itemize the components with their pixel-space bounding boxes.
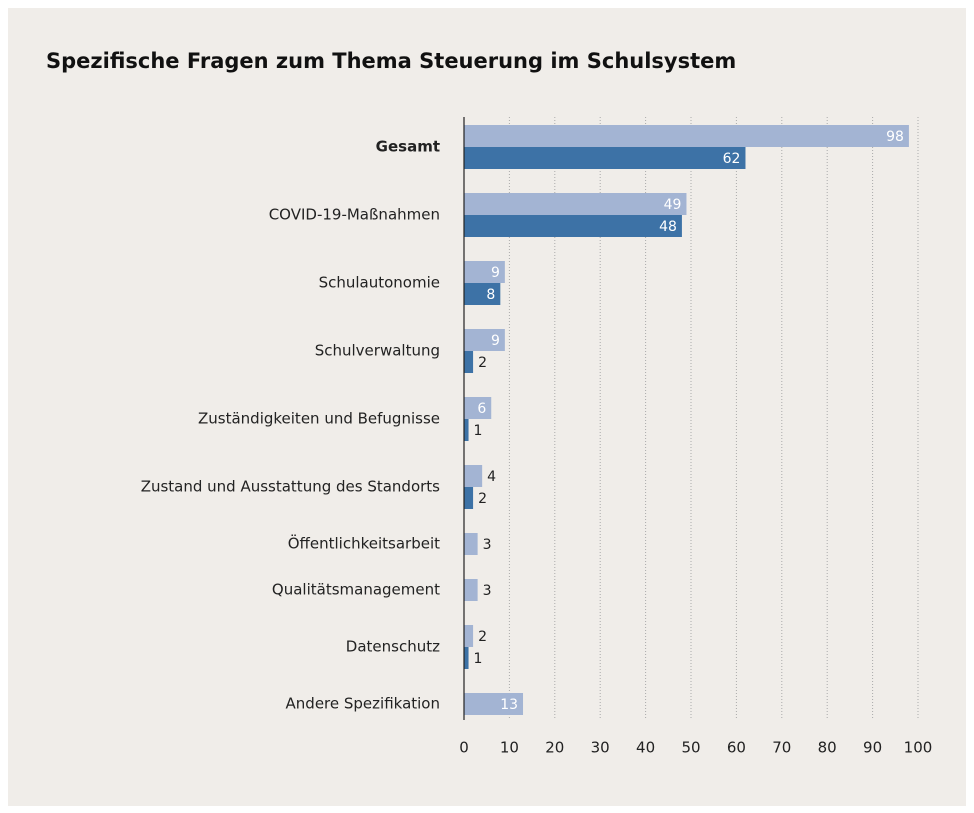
x-tick-label: 10: [500, 739, 519, 757]
bar: [464, 283, 501, 305]
value-label: 2: [478, 355, 487, 371]
category-label: Datenschutz: [346, 638, 440, 656]
bar: [464, 693, 524, 715]
value-label: 1: [474, 423, 483, 439]
bar: [464, 215, 682, 237]
value-label: 9: [491, 265, 500, 281]
bar: [464, 625, 474, 647]
value-label: 8: [486, 287, 495, 303]
bar: [464, 533, 478, 555]
category-label: Andere Spezifikation: [286, 695, 440, 713]
bar: [464, 147, 746, 169]
x-tick-label: 20: [545, 739, 564, 757]
value-label: 13: [500, 697, 518, 713]
value-label: 48: [659, 219, 677, 235]
value-label: 6: [477, 401, 486, 417]
x-tick-label: 100: [904, 739, 933, 757]
value-label: 98: [886, 129, 904, 145]
value-label: 3: [483, 583, 492, 599]
bar: [464, 647, 469, 669]
x-tick-label: 0: [459, 739, 469, 757]
value-label: 62: [723, 151, 741, 167]
chart-title: Spezifische Fragen zum Thema Steuerung i…: [46, 49, 736, 73]
x-tick-label: 90: [863, 739, 882, 757]
bar: [464, 193, 687, 215]
value-label: 4: [487, 469, 496, 485]
bar: [464, 487, 474, 509]
x-tick-label: 80: [818, 739, 837, 757]
category-label: Schulautonomie: [319, 274, 440, 292]
bar: [464, 329, 505, 351]
bar: [464, 351, 474, 373]
bar: [464, 125, 909, 147]
bar: [464, 397, 492, 419]
bar: [464, 261, 505, 283]
value-label: 2: [478, 629, 487, 645]
value-label: 3: [483, 537, 492, 553]
value-label: 9: [491, 333, 500, 349]
bar: [464, 465, 483, 487]
category-label: COVID-19-Maßnahmen: [269, 206, 440, 224]
x-tick-label: 50: [681, 739, 700, 757]
x-tick-label: 60: [727, 739, 746, 757]
category-label: Zustand und Ausstattung des Standorts: [141, 478, 440, 496]
value-label: 49: [664, 197, 682, 213]
category-label: Gesamt: [376, 138, 440, 156]
x-tick-label: 40: [636, 739, 655, 757]
value-label: 2: [478, 491, 487, 507]
category-label: Qualitätsmanagement: [272, 581, 440, 599]
category-label: Zuständigkeiten und Befugnisse: [198, 410, 440, 428]
category-label: Öffentlichkeitsarbeit: [288, 534, 440, 553]
bar: [464, 419, 469, 441]
category-label: Schulverwaltung: [315, 342, 440, 360]
bar: [464, 579, 478, 601]
x-tick-label: 70: [772, 739, 791, 757]
x-tick-label: 30: [591, 739, 610, 757]
value-label: 1: [474, 651, 483, 667]
